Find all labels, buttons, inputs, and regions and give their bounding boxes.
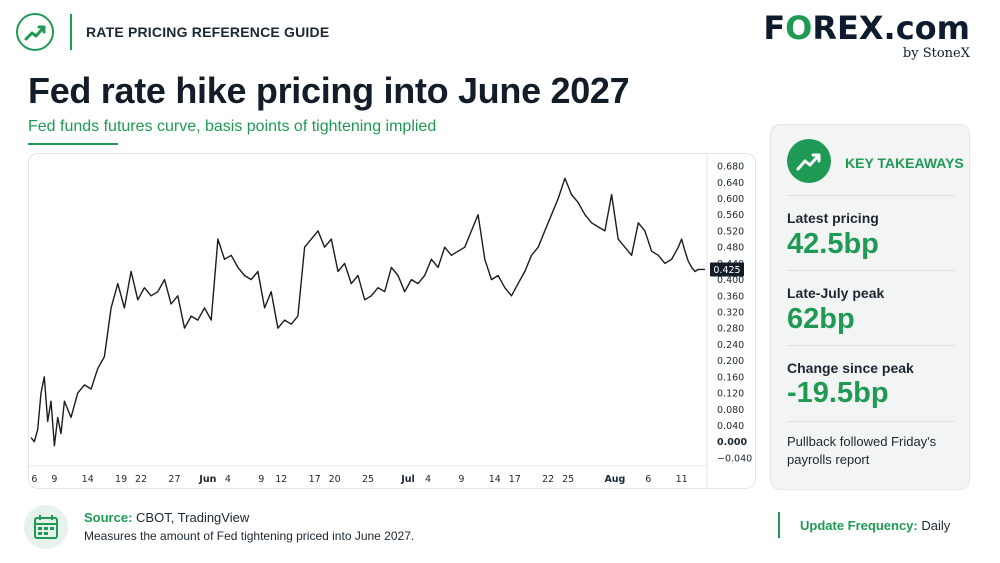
x-tick-label: 6 bbox=[645, 474, 651, 485]
x-tick-label: 17 bbox=[309, 474, 321, 485]
takeaway-divider bbox=[787, 270, 955, 271]
takeaway-label: Late-July peak bbox=[787, 285, 885, 301]
logo-text: FOREX.com bbox=[763, 9, 970, 47]
takeaway-value: -19.5bp bbox=[787, 377, 889, 409]
x-tick-label: 27 bbox=[168, 474, 180, 485]
y-tick-label: 0.200 bbox=[717, 356, 744, 367]
x-tick-label: 25 bbox=[562, 474, 574, 485]
last-value-label-bg bbox=[710, 262, 744, 277]
takeaway-label: Latest pricing bbox=[787, 210, 879, 226]
update-value: Daily bbox=[921, 518, 951, 533]
y-tick-label: 0.000 bbox=[717, 437, 747, 448]
x-tick-label: Aug bbox=[604, 474, 625, 485]
forex-logo: FOREX.com by StoneX bbox=[763, 8, 970, 61]
y-tick-label: 0.080 bbox=[717, 405, 744, 416]
chart-panel: 0.6800.6400.6000.5600.5200.4800.4400.400… bbox=[28, 153, 756, 489]
x-tick-label: 17 bbox=[509, 474, 521, 485]
key-takeaways-panel: KEY TAKEAWAYS Latest pricing 42.5bp Late… bbox=[770, 124, 970, 490]
y-tick-label: 0.240 bbox=[717, 340, 744, 351]
y-tick-label: 0.400 bbox=[717, 275, 744, 286]
series-layer bbox=[30, 177, 705, 447]
header-divider bbox=[70, 14, 72, 50]
y-tick-label: 0.520 bbox=[717, 226, 744, 237]
calendar-icon bbox=[24, 505, 68, 549]
y-tick-label: 0.160 bbox=[717, 372, 744, 383]
x-tick-label: Jun bbox=[198, 474, 216, 485]
x-tick-label: Jul bbox=[400, 474, 415, 485]
y-tick-label: 0.040 bbox=[717, 421, 744, 432]
source-label: Source: bbox=[84, 510, 133, 525]
x-axis: 6 9 14 19 22 27 Jun 4 9 12 17 20 25 Jul 4 9 14 17 22 25 Aug 6… bbox=[29, 465, 707, 485]
y-tick-label: 0.640 bbox=[717, 178, 744, 189]
x-tick-label: 22 bbox=[135, 474, 147, 485]
series-line bbox=[30, 177, 705, 447]
x-tick-label: 19 bbox=[115, 474, 127, 485]
x-tick-label: 25 bbox=[362, 474, 374, 485]
logo-sub: by StoneX bbox=[902, 46, 970, 61]
x-tick-label: 14 bbox=[489, 474, 501, 485]
y-tick-label: 0.480 bbox=[717, 243, 744, 254]
x-tick-label: 6 bbox=[31, 474, 37, 485]
y-tick-label: 0.360 bbox=[717, 291, 744, 302]
trend-up-icon bbox=[787, 139, 831, 183]
subtitle-underline bbox=[28, 143, 118, 145]
y-tick-label: 0.320 bbox=[717, 308, 744, 319]
x-tick-label: 9 bbox=[51, 474, 57, 485]
source-description: Measures the amount of Fed tightening pr… bbox=[84, 529, 415, 543]
takeaway-value: 42.5bp bbox=[787, 228, 879, 260]
last-value-label-group: 0.425 bbox=[710, 262, 744, 277]
y-tick-label: 0.680 bbox=[717, 162, 744, 173]
update-label: Update Frequency: bbox=[800, 518, 918, 533]
x-tick-label: 14 bbox=[82, 474, 94, 485]
x-tick-label: 9 bbox=[458, 474, 464, 485]
x-tick-label: 11 bbox=[676, 474, 688, 485]
takeaway-label: Change since peak bbox=[787, 360, 914, 376]
x-tick-label: 20 bbox=[329, 474, 341, 485]
y-tick-label: −0.040 bbox=[717, 453, 752, 464]
takeaway-divider bbox=[787, 195, 955, 196]
page-subtitle: Fed funds futures curve, basis points of… bbox=[28, 118, 437, 135]
y-tick-label: 0.280 bbox=[717, 324, 744, 335]
takeaway-note: Pullback followed Friday's payrolls repo… bbox=[787, 434, 937, 467]
source-line: Source: CBOT, TradingView bbox=[84, 510, 249, 525]
takeaway-divider bbox=[787, 345, 955, 346]
update-divider bbox=[778, 512, 780, 538]
takeaway-value: 62bp bbox=[787, 303, 855, 335]
takeaways-title: KEY TAKEAWAYS bbox=[845, 155, 964, 171]
x-tick-label: 9 bbox=[258, 474, 264, 485]
x-tick-label: 4 bbox=[225, 474, 231, 485]
last-value-label: 0.425 bbox=[713, 265, 740, 276]
x-tick-label: 4 bbox=[425, 474, 431, 485]
update-frequency: Update Frequency: Daily bbox=[800, 518, 950, 533]
source-value: CBOT, TradingView bbox=[136, 510, 250, 525]
page-title: Fed rate hike pricing into June 2027 bbox=[28, 70, 630, 111]
guide-label: RATE PRICING REFERENCE GUIDE bbox=[86, 24, 330, 40]
y-tick-label: 0.120 bbox=[717, 389, 744, 400]
y-tick-label: 0.600 bbox=[717, 194, 744, 205]
takeaway-divider bbox=[787, 421, 955, 422]
y-tick-label: 0.560 bbox=[717, 210, 744, 221]
x-tick-label: 22 bbox=[542, 474, 554, 485]
y-axis: 0.6800.6400.6000.5600.5200.4800.4400.400… bbox=[706, 154, 752, 488]
x-tick-label: 12 bbox=[275, 474, 287, 485]
chart-svg: 0.6800.6400.6000.5600.5200.4800.4400.400… bbox=[29, 154, 752, 488]
trend-up-icon bbox=[16, 13, 54, 51]
